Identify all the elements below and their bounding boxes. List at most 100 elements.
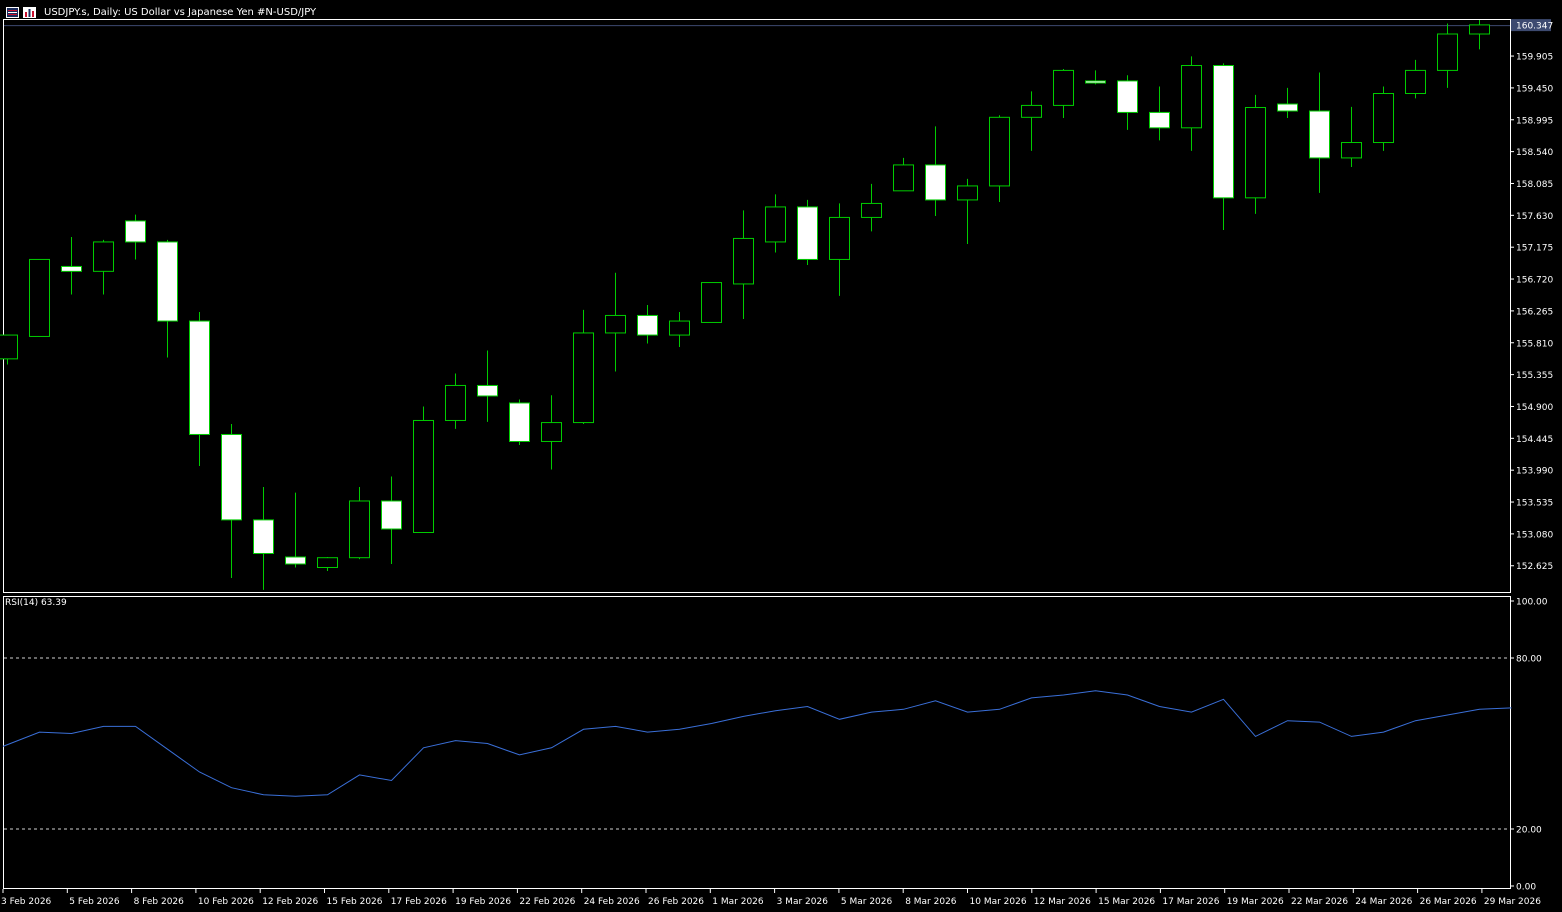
candle[interactable] — [765, 194, 786, 253]
rsi-tick-label: 80.00 — [1516, 655, 1542, 665]
candle[interactable] — [1021, 91, 1042, 151]
candle[interactable] — [509, 399, 530, 445]
candle[interactable] — [1405, 59, 1426, 99]
candle[interactable] — [797, 199, 818, 266]
candle[interactable] — [477, 350, 498, 422]
candle[interactable] — [1181, 56, 1202, 151]
candle-body-up — [861, 202, 882, 218]
rsi-indicator-label: RSI(14) 63.39 — [5, 598, 67, 608]
candle[interactable] — [829, 203, 850, 296]
candle[interactable] — [317, 556, 338, 571]
chart-title: USDJPY.s, Daily: US Dollar vs Japanese Y… — [44, 6, 317, 18]
candles-group[interactable] — [0, 20, 1490, 590]
candle[interactable] — [157, 239, 178, 358]
candle[interactable] — [893, 157, 914, 192]
candle[interactable] — [0, 334, 18, 365]
candle[interactable] — [1149, 86, 1170, 141]
candle[interactable] — [413, 406, 434, 533]
time-tick-label: 24 Feb 2026 — [584, 897, 640, 907]
candle-body-up — [29, 258, 50, 337]
price-tick-label: 158.995 — [1516, 116, 1553, 126]
time-tick-label: 26 Feb 2026 — [648, 897, 704, 907]
candle-body-down — [189, 320, 210, 435]
candle[interactable] — [637, 304, 658, 344]
current-price-label: 160.347 — [1516, 22, 1553, 32]
time-tick-label: 22 Feb 2026 — [519, 897, 575, 907]
candle[interactable] — [1053, 69, 1074, 119]
candle[interactable] — [1469, 20, 1490, 50]
current-price-box — [1511, 19, 1551, 32]
rsi-line-group — [2, 690, 1512, 797]
time-tick-label: 1 Mar 2026 — [712, 897, 764, 907]
bar-chart-icon[interactable] — [23, 6, 36, 18]
price-tick-label: 157.630 — [1516, 212, 1553, 222]
candle-body-up — [93, 241, 114, 272]
time-tick-label: 5 Mar 2026 — [841, 897, 893, 907]
candle[interactable] — [1309, 72, 1330, 193]
candle[interactable] — [957, 178, 978, 245]
time-tick-label: 10 Feb 2026 — [198, 897, 254, 907]
candle[interactable] — [221, 423, 242, 578]
time-tick-label: 3 Feb 2026 — [1, 897, 52, 907]
candle[interactable] — [253, 486, 274, 590]
rsi-axis: 100.00 80.00 20.00 0.00 — [1510, 598, 1548, 893]
rsi-levels — [4, 657, 1510, 830]
candle[interactable] — [1341, 106, 1362, 168]
time-tick-label: 19 Feb 2026 — [455, 897, 511, 907]
chart-window-icon[interactable] — [6, 6, 19, 18]
candle-body-down — [221, 433, 242, 521]
candle[interactable] — [925, 126, 946, 217]
candle[interactable] — [1213, 63, 1234, 231]
candle[interactable] — [1373, 86, 1394, 151]
price-tick-label: 158.085 — [1516, 180, 1553, 190]
candle[interactable] — [61, 237, 82, 295]
candle[interactable] — [701, 282, 722, 323]
candle-body-up — [1405, 69, 1426, 95]
candle-body-up — [733, 237, 754, 285]
price-tick-label: 155.810 — [1516, 339, 1553, 349]
time-tick-label: 19 Mar 2026 — [1227, 897, 1284, 907]
price-tick-label: 159.450 — [1516, 84, 1553, 94]
candle-body-down — [157, 241, 178, 322]
candle[interactable] — [989, 115, 1010, 203]
time-tick-label: 17 Feb 2026 — [391, 897, 447, 907]
time-tick-label: 8 Mar 2026 — [905, 897, 957, 907]
candle[interactable] — [1117, 75, 1138, 130]
candle[interactable] — [285, 492, 306, 568]
time-tick-label: 24 Mar 2026 — [1355, 897, 1412, 907]
candle-body-up — [1373, 93, 1394, 144]
candle-body-up — [605, 314, 626, 334]
candle[interactable] — [1277, 87, 1298, 119]
candle-body-down — [797, 206, 818, 260]
price-tick-label: 153.535 — [1516, 499, 1553, 509]
price-tick-label: 156.720 — [1516, 276, 1553, 286]
candle-body-down — [1309, 110, 1330, 159]
candle[interactable] — [573, 309, 594, 424]
price-tick-label: 155.355 — [1516, 371, 1553, 381]
candle[interactable] — [1437, 23, 1458, 88]
candle[interactable] — [861, 183, 882, 232]
candle[interactable] — [349, 486, 370, 560]
candle-body-down — [61, 265, 82, 272]
candle[interactable] — [381, 476, 402, 564]
candle[interactable] — [93, 239, 114, 295]
candle-body-down — [637, 314, 658, 336]
time-tick-label: 15 Mar 2026 — [1098, 897, 1155, 907]
chart-title-bar: USDJPY.s, Daily: US Dollar vs Japanese Y… — [6, 4, 316, 20]
candle-body-up — [989, 116, 1010, 187]
candle-body-up — [765, 206, 786, 243]
candle[interactable] — [733, 210, 754, 319]
price-axis: 159.905 159.450 158.995 158.540 158.085 157.6… — [1510, 19, 1553, 572]
candle[interactable] — [445, 373, 466, 429]
price-tick-label: 153.990 — [1516, 467, 1553, 477]
candle-body-up — [1245, 107, 1266, 199]
candle[interactable] — [669, 311, 690, 347]
candle[interactable] — [189, 311, 210, 466]
candle[interactable] — [29, 258, 50, 337]
candle[interactable] — [605, 272, 626, 372]
candle[interactable] — [1085, 70, 1106, 85]
candle[interactable] — [125, 214, 146, 260]
candle[interactable] — [1245, 94, 1266, 214]
candle[interactable] — [541, 395, 562, 470]
